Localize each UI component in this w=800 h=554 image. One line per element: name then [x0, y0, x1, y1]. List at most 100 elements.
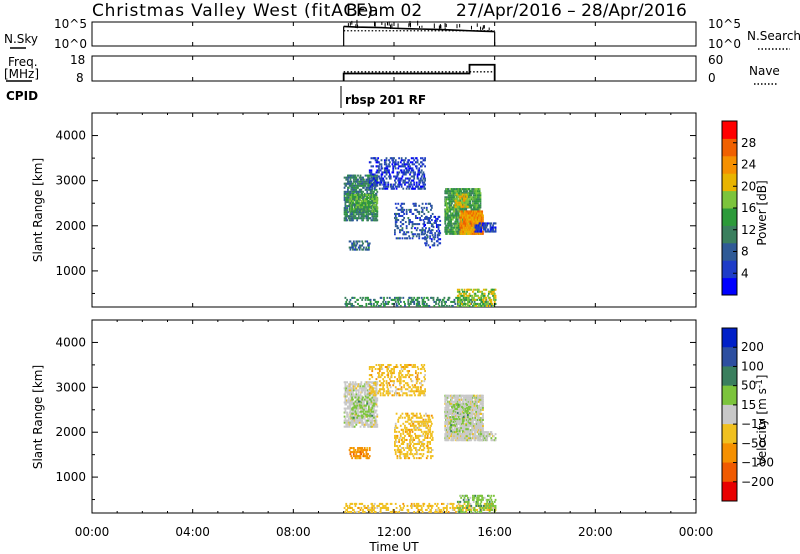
range-cell [399, 376, 402, 379]
range-cell [423, 206, 426, 209]
range-cell [358, 421, 361, 424]
range-cell [357, 217, 360, 220]
range-cell [494, 230, 497, 233]
range-cell [422, 177, 425, 180]
range-cell [431, 234, 434, 237]
range-cell [367, 423, 370, 426]
range-cell [352, 196, 354, 199]
range-cell [369, 298, 372, 301]
range-cell [394, 453, 397, 456]
range-cell [371, 210, 374, 213]
range-cell [383, 163, 386, 166]
freq-line [342, 63, 496, 81]
range-tick-label: 4000 [55, 129, 86, 143]
range-cell [415, 235, 418, 238]
range-cell [461, 208, 464, 211]
range-cell [370, 174, 373, 177]
range-cell [470, 206, 473, 209]
range-cell [386, 167, 389, 170]
range-cell [370, 157, 373, 160]
range-cell [412, 363, 415, 367]
range-cell [372, 400, 374, 403]
range-cell [456, 193, 458, 196]
range-cell [471, 300, 473, 303]
range-cell [395, 187, 398, 190]
range-cell [417, 185, 420, 188]
range-cell [376, 181, 379, 184]
range-cell [474, 302, 477, 305]
range-cell [466, 199, 469, 202]
range-cell [412, 366, 415, 369]
range-cell [464, 197, 467, 200]
range-cell [347, 302, 350, 305]
range-cell [364, 296, 367, 299]
range-cell [399, 434, 402, 437]
range-cell [366, 383, 369, 386]
range-cell [413, 392, 416, 395]
range-cell [395, 412, 398, 415]
range-cell [410, 388, 413, 391]
range-cell [448, 296, 451, 299]
range-cell [409, 442, 412, 446]
range-cell [357, 302, 359, 305]
range-cell [401, 237, 404, 240]
range-cell [371, 205, 374, 208]
range-cell [397, 202, 400, 205]
range-cell [491, 226, 494, 229]
range-cell [353, 425, 356, 428]
range-cell [355, 387, 358, 390]
range-cell [457, 194, 460, 197]
range-cell [407, 165, 410, 168]
range-cell [357, 398, 359, 401]
range-cell [456, 302, 459, 305]
range-cell [460, 208, 463, 211]
range-cell [356, 200, 359, 203]
range-cell [420, 424, 422, 427]
range-cell [414, 449, 417, 452]
range-cell [404, 165, 406, 168]
range-cell [472, 222, 474, 225]
range-cell [404, 388, 407, 391]
range-cell [415, 451, 418, 454]
range-cell [349, 240, 352, 243]
range-cell [425, 238, 427, 241]
range-cell [354, 208, 357, 211]
range-cell [445, 431, 447, 434]
range-cell [409, 296, 411, 299]
range-cell [357, 182, 359, 185]
range-cell [344, 385, 347, 388]
range-cell [420, 445, 422, 448]
range-cell [477, 228, 480, 231]
range-cell [405, 167, 408, 170]
range-cell [372, 165, 374, 168]
range-cell [431, 212, 434, 215]
range-cell [373, 302, 375, 305]
range-cell [346, 411, 348, 414]
range-cell [444, 222, 447, 225]
range-cell [419, 440, 421, 443]
range-cell [410, 434, 413, 437]
range-cell [430, 240, 433, 243]
range-cell [371, 417, 374, 420]
range-cell [420, 219, 422, 222]
range-cell [376, 190, 379, 193]
range-cell [450, 300, 453, 303]
range-cell [425, 302, 428, 305]
range-cell [472, 290, 474, 293]
range-cell [409, 210, 412, 213]
range-cell [362, 423, 364, 426]
range-cell [428, 228, 431, 231]
range-cell [482, 300, 485, 303]
range-cell [426, 231, 429, 234]
range-cell [405, 210, 408, 213]
range-cell [360, 178, 363, 181]
range-cell [473, 208, 476, 211]
range-cell [369, 300, 372, 303]
range-cell [454, 203, 457, 206]
range-cell [358, 240, 361, 243]
range-cell [376, 302, 379, 305]
range-cell [436, 244, 439, 247]
range-cell [423, 447, 426, 450]
range-cell [344, 391, 347, 394]
range-cell [366, 206, 369, 209]
